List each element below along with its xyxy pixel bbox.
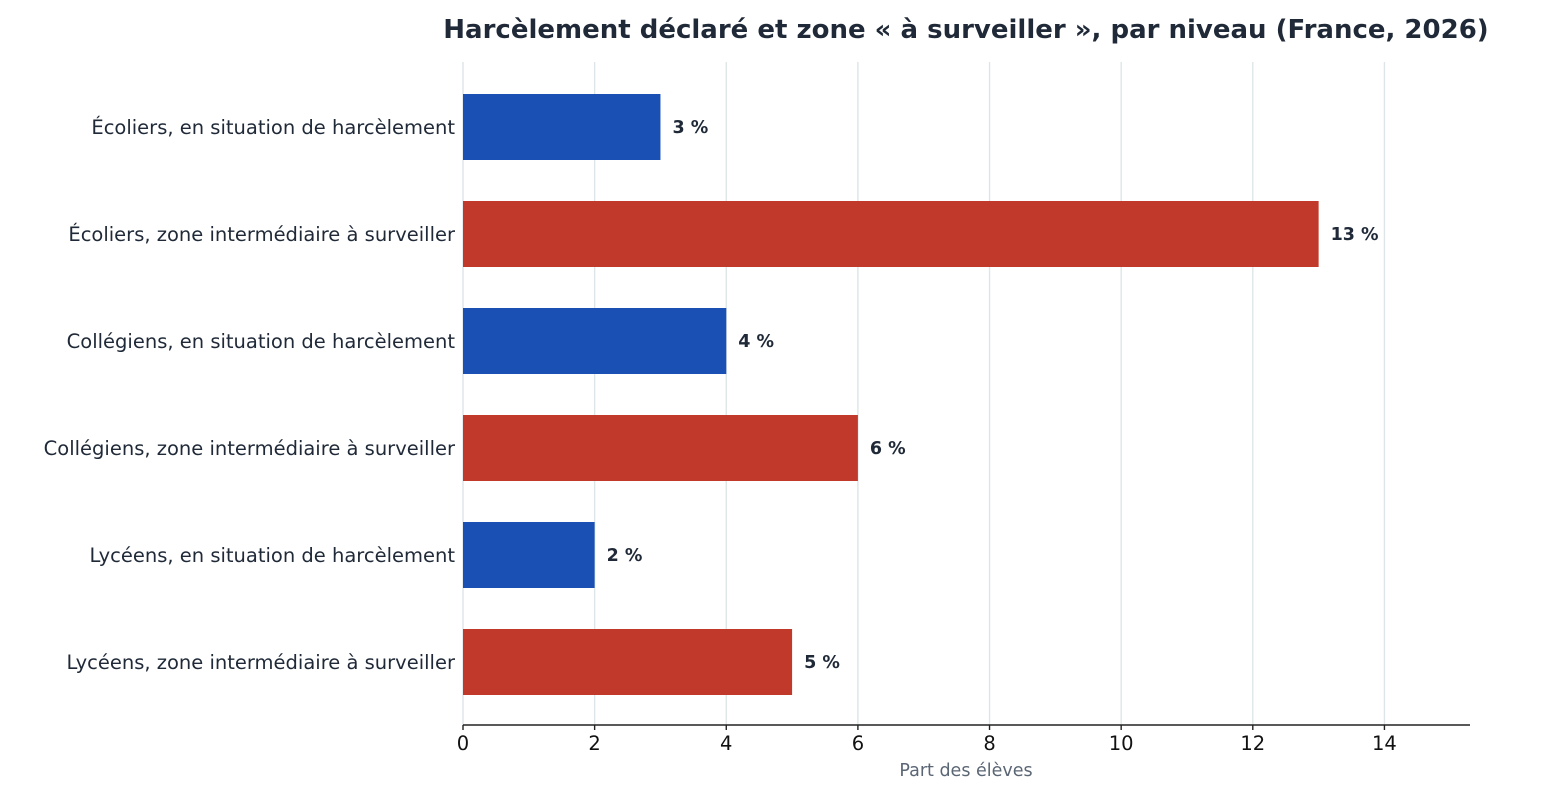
data-label-3: 6 % — [870, 439, 906, 459]
bar-3 — [463, 415, 858, 481]
category-label-3: Collégiens, zone intermédiaire à surveil… — [44, 437, 456, 460]
bar-2 — [463, 308, 727, 374]
bars — [463, 94, 1319, 695]
category-label-5: Lycéens, zone intermédiaire à surveiller — [67, 651, 456, 674]
x-tick-label-14: 14 — [1372, 732, 1397, 755]
x-tick-label-4: 4 — [720, 732, 732, 755]
data-label-2: 4 % — [738, 332, 774, 352]
x-tick-label-6: 6 — [852, 732, 864, 755]
bar-5 — [463, 629, 793, 695]
category-label-0: Écoliers, en situation de harcèlement — [91, 116, 455, 139]
bar-1 — [463, 201, 1319, 267]
x-tick-label-12: 12 — [1240, 732, 1265, 755]
x-axis-ticks: 0 2 4 6 8 10 12 14 — [457, 725, 1397, 755]
category-label-2: Collégiens, en situation de harcèlement — [67, 330, 456, 353]
data-labels: 3 % 13 % 4 % 6 % 2 % 5 % — [607, 118, 1379, 673]
x-axis-title: Part des élèves — [899, 761, 1032, 781]
bar-4 — [463, 522, 595, 588]
data-label-0: 3 % — [672, 118, 708, 138]
x-tick-label-10: 10 — [1109, 732, 1134, 755]
category-label-4: Lycéens, en situation de harcèlement — [90, 544, 456, 567]
x-tick-label-8: 8 — [983, 732, 995, 755]
category-labels: Écoliers, en situation de harcèlement Éco… — [44, 116, 456, 674]
data-label-5: 5 % — [804, 653, 840, 673]
category-label-1: Écoliers, zone intermédiaire à surveille… — [68, 223, 456, 246]
x-tick-label-0: 0 — [457, 732, 469, 755]
grid-lines — [462, 62, 1386, 725]
chart-title: Harcèlement déclaré et zone « à surveill… — [443, 15, 1488, 45]
x-tick-label-2: 2 — [588, 732, 600, 755]
bar-0 — [463, 94, 661, 160]
data-label-1: 13 % — [1331, 225, 1379, 245]
data-label-4: 2 % — [607, 546, 643, 566]
